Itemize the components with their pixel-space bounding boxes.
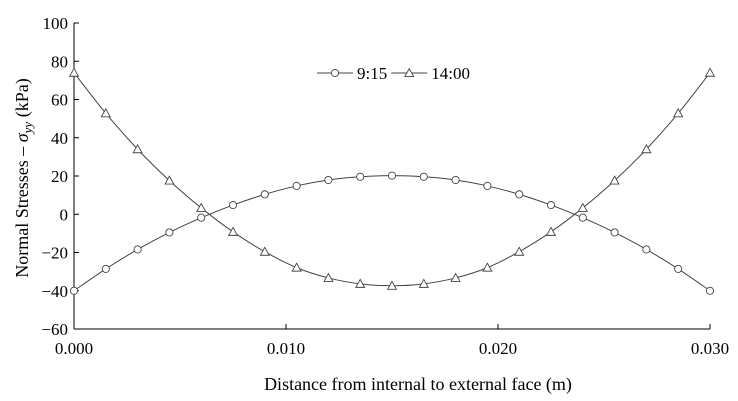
x-tick-label: 0.030	[691, 339, 729, 358]
data-point-circle	[165, 228, 174, 237]
data-point-triangle	[418, 278, 429, 288]
legend-label: 9:15	[357, 64, 387, 83]
data-point-triangle	[514, 246, 525, 256]
legend-item-circle: 9:15	[317, 64, 387, 83]
data-point-triangle	[704, 67, 716, 77]
y-axis-title-symbol: σ	[12, 132, 32, 142]
y-tick-label: 0	[60, 205, 69, 224]
data-point-triangle	[100, 107, 111, 118]
y-axis-title-unit: (kPa)	[12, 78, 33, 122]
data-point-triangle	[545, 226, 557, 236]
data-point-circle	[228, 201, 238, 210]
series-triangle	[68, 67, 716, 290]
data-point-triangle	[386, 280, 398, 290]
data-point-triangle	[291, 262, 302, 272]
data-point-circle	[610, 228, 619, 237]
y-axis-title-main: Normal Stresses –	[12, 142, 32, 277]
x-tick-label: 0.020	[479, 339, 517, 358]
data-point-circle	[101, 264, 110, 273]
data-point-circle	[197, 213, 206, 222]
y-tick-label: 60	[51, 91, 68, 110]
legend-marker	[330, 68, 340, 78]
legend: 9:15 14:00	[317, 64, 470, 83]
series-circle	[69, 171, 715, 295]
data-point-circle	[387, 171, 397, 180]
data-point-circle	[133, 245, 142, 254]
data-point-circle	[483, 181, 492, 190]
y-tick-label: −60	[41, 320, 68, 339]
data-point-triangle	[577, 202, 588, 212]
data-point-triangle	[132, 143, 143, 154]
data-point-triangle	[673, 107, 684, 118]
data-point-circle	[674, 264, 683, 273]
y-tick-label: −40	[41, 282, 68, 301]
data-point-circle	[324, 175, 333, 185]
data-point-circle	[419, 172, 428, 181]
data-point-triangle	[609, 175, 620, 185]
data-point-triangle	[323, 272, 334, 282]
data-point-circle	[292, 181, 301, 190]
data-point-circle	[356, 172, 365, 181]
data-point-circle	[260, 190, 269, 199]
data-point-triangle	[482, 262, 493, 272]
data-point-circle	[578, 213, 587, 222]
y-tick-label: −20	[41, 244, 68, 263]
y-tick-label: 40	[51, 129, 68, 148]
legend-label: 14:00	[431, 64, 470, 83]
data-point-triangle	[355, 278, 366, 288]
data-point-triangle	[68, 67, 80, 77]
x-tick-label: 0.000	[55, 339, 93, 358]
x-tick-label: 0.010	[267, 339, 305, 358]
data-point-triangle	[196, 202, 207, 212]
data-point-triangle	[164, 175, 175, 185]
y-tick-label: 20	[51, 167, 68, 186]
data-point-circle	[642, 245, 651, 254]
y-axis: −60 −40 −20 0 20 40 60 80 100	[41, 14, 79, 339]
y-axis-title: Normal Stresses – σyy (kPa)	[12, 78, 35, 277]
x-axis: 0.000 0.010 0.020 0.030	[55, 324, 729, 358]
legend-item-triangle: 14:00	[391, 64, 470, 83]
data-point-circle	[705, 286, 715, 295]
data-point-triangle	[641, 143, 652, 154]
data-point-circle	[515, 190, 524, 199]
y-axis-title-subscript: yy	[20, 122, 35, 136]
data-point-circle	[69, 286, 79, 295]
y-tick-label: 80	[51, 52, 68, 71]
legend-marker	[404, 67, 415, 77]
series-layer	[68, 67, 716, 295]
y-tick-label: 100	[43, 14, 69, 33]
data-point-triangle	[227, 226, 239, 236]
data-point-triangle	[450, 272, 461, 282]
data-point-circle	[546, 201, 556, 210]
x-axis-title: Distance from internal to external face …	[264, 374, 572, 395]
data-point-triangle	[259, 246, 270, 256]
data-point-circle	[451, 175, 460, 185]
